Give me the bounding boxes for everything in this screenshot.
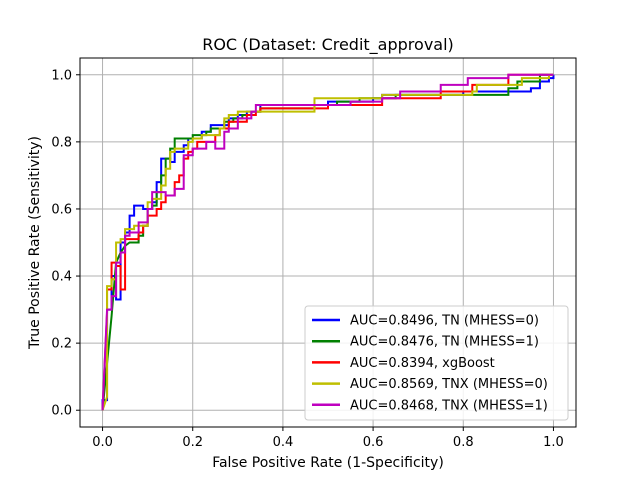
x-tick-label: 0.4 [273,435,294,450]
roc-curve-series-3 [101,73,554,411]
roc-curves [101,73,555,411]
y-tick-label: 0.0 [51,404,72,419]
grid-lines [80,58,576,427]
chart-title: ROC (Dataset: Credit_approval) [202,35,454,55]
y-tick-label: 0.8 [51,135,72,150]
roc-curve-series-5 [101,73,554,411]
axis-ticks: 0.0 0.2 0.4 0.6 0.8 1.0 0.0 0.2 0.4 0.6 0.8 1.0 [51,68,563,450]
legend-box [304,305,569,421]
roc-curve-series-4 [101,73,554,411]
x-axis-label: False Positive Rate (1-Specificity) [212,455,444,471]
y-tick-label: 0.6 [51,202,72,217]
legend-entry-label: AUC=0.8394, xgBoost [350,356,495,371]
legend-entry-label: AUC=0.8569, TNX (MHESS=0) [350,377,548,392]
y-axis-label: True Positive Rate (Sensitivity) [27,136,43,350]
x-tick-label: 0.8 [453,435,474,450]
legend-entry-label: AUC=0.8468, TNX (MHESS=1) [350,398,548,413]
legend: AUC=0.8496, TN (MHESS=0) AUC=0.8476, TN (… [304,305,569,421]
plot-area-frame [79,57,577,428]
x-tick-label: 0.6 [363,435,384,450]
x-tick-label: 0.2 [182,435,203,450]
legend-entry-label: AUC=0.8496, TN (MHESS=0) [350,314,539,329]
y-tick-label: 1.0 [51,68,72,83]
y-tick-label: 0.4 [51,270,72,285]
x-tick-label: 1.0 [543,435,564,450]
x-tick-label: 0.0 [92,435,113,450]
y-tick-label: 0.2 [51,337,72,352]
legend-entry-label: AUC=0.8476, TN (MHESS=1) [350,335,539,350]
